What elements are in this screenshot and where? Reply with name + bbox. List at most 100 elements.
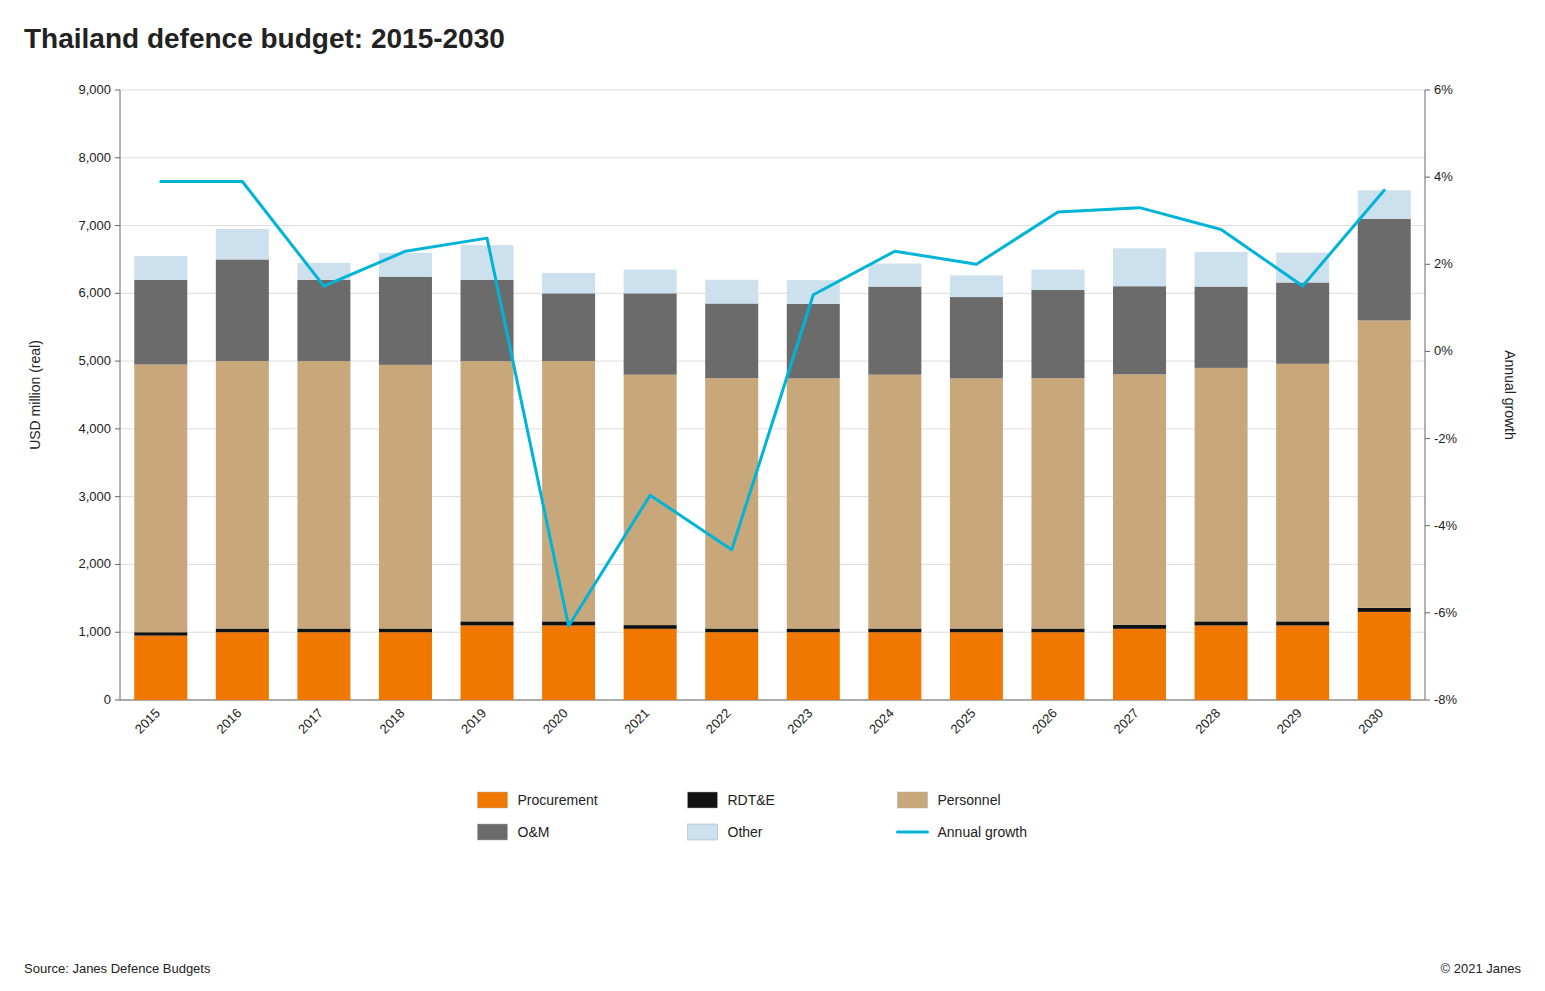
legend-label: Personnel (938, 792, 1001, 808)
y-tick-label: 7,000 (78, 218, 111, 233)
legend-swatch (478, 824, 508, 840)
bar (461, 361, 514, 621)
legend-swatch (898, 831, 928, 834)
y2-tick-label: 4% (1434, 169, 1453, 184)
bar (705, 628, 758, 632)
tick-mark (115, 632, 120, 633)
bar (1113, 625, 1166, 629)
bar (216, 229, 269, 260)
bar (705, 304, 758, 379)
legend-label: Other (728, 824, 763, 840)
tick-mark (1425, 264, 1430, 265)
tick-mark (1425, 351, 1430, 352)
x-tick-label: 2030 (1355, 706, 1386, 737)
bar (787, 378, 840, 628)
bar (787, 632, 840, 700)
tick-mark (1425, 700, 1430, 701)
bar (1276, 364, 1329, 622)
bar-series (134, 219, 1410, 379)
bar (1358, 219, 1411, 321)
grid-line (120, 90, 1425, 91)
y-tick-label: 8,000 (78, 150, 111, 165)
legend-label: RDT&E (728, 792, 775, 808)
bar (379, 628, 432, 632)
x-tick-label: 2026 (1029, 706, 1060, 737)
tick-mark (1425, 612, 1430, 613)
y-tick-label: 5,000 (78, 353, 111, 368)
bar (787, 304, 840, 379)
bar (1195, 621, 1248, 625)
bar (542, 273, 595, 293)
y2-axis-line (1425, 90, 1426, 700)
y-tick-label: 6,000 (78, 285, 111, 300)
bar (1276, 253, 1329, 283)
bar (379, 365, 432, 629)
bar (542, 361, 595, 621)
bar (134, 280, 187, 365)
x-tick-label: 2025 (947, 706, 978, 737)
background (0, 0, 1545, 991)
bar (216, 632, 269, 700)
tick-mark (115, 496, 120, 497)
tick-mark (115, 564, 120, 565)
bar (868, 632, 921, 700)
bar (1195, 625, 1248, 700)
tick-mark (115, 90, 120, 91)
x-tick-label: 2015 (132, 706, 163, 737)
x-tick-label: 2028 (1192, 706, 1223, 737)
bar (1031, 290, 1084, 378)
x-tick-label: 2029 (1274, 706, 1305, 737)
tick-mark (115, 157, 120, 158)
bar (542, 625, 595, 700)
bar (1195, 252, 1248, 287)
line (161, 182, 1384, 626)
bar (950, 297, 1003, 378)
y2-tick-label: -8% (1434, 692, 1458, 707)
tick-mark (1425, 438, 1430, 439)
y2-tick-label: -6% (1434, 605, 1458, 620)
x-tick-label: 2020 (540, 706, 571, 737)
x-tick-label: 2022 (703, 706, 734, 737)
bar (1276, 625, 1329, 700)
bar (950, 378, 1003, 628)
bar (461, 625, 514, 700)
legend-swatch (478, 792, 508, 808)
bar (1113, 629, 1166, 700)
bar (1358, 190, 1411, 218)
bar (1113, 248, 1166, 286)
y-tick-label: 2,000 (78, 556, 111, 571)
bar (705, 280, 758, 304)
bar (379, 277, 432, 365)
x-tick-label: 2023 (784, 706, 815, 737)
bar (624, 625, 677, 629)
tick-mark (115, 428, 120, 429)
annotation: © 2021 Janes (1441, 961, 1522, 976)
bar (624, 293, 677, 374)
bar (297, 361, 350, 628)
tick-mark (115, 225, 120, 226)
grid-line (120, 157, 1425, 158)
y2-tick-label: -4% (1434, 518, 1458, 533)
legend-label: Annual growth (938, 824, 1028, 840)
bar (134, 365, 187, 633)
bar (1031, 628, 1084, 632)
legend-swatch (688, 792, 718, 808)
bar (1195, 368, 1248, 621)
bar (1358, 320, 1411, 607)
bar (787, 628, 840, 632)
tick-mark (1425, 90, 1430, 91)
y-tick-label: 3,000 (78, 489, 111, 504)
tick-mark (115, 361, 120, 362)
y2-axis-title: Annual growth (1502, 350, 1518, 440)
x-tick-label: 2027 (1111, 706, 1142, 737)
bar (216, 361, 269, 628)
bar (705, 378, 758, 628)
bar (542, 293, 595, 361)
bar (868, 264, 921, 287)
y-tick-label: 9,000 (78, 82, 111, 97)
bar (297, 280, 350, 361)
y2-tick-label: 2% (1434, 256, 1453, 271)
bar (868, 375, 921, 629)
bar (461, 245, 514, 280)
bar (379, 253, 432, 277)
